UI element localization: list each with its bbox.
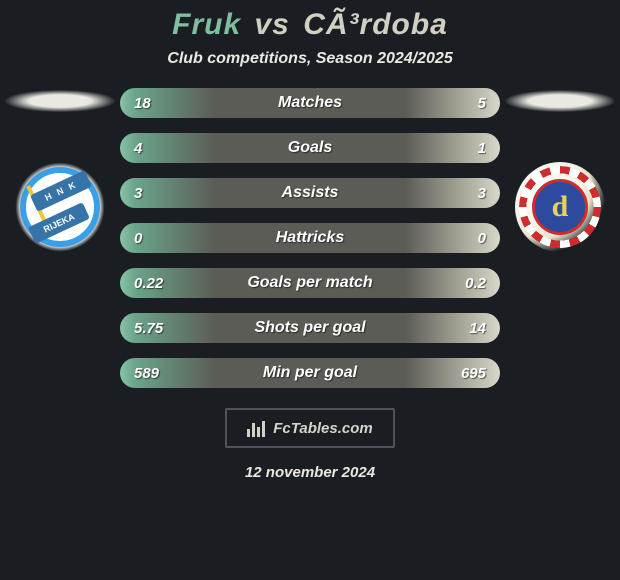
stat-label: Matches bbox=[120, 94, 500, 112]
brand-badge: FcTables.com bbox=[225, 408, 395, 448]
stat-bar: 4 Goals 1 bbox=[120, 133, 500, 163]
stat-bar: 589 Min per goal 695 bbox=[120, 358, 500, 388]
halo-icon bbox=[505, 90, 615, 112]
stat-label: Shots per goal bbox=[120, 319, 500, 337]
stat-bar: 5.75 Shots per goal 14 bbox=[120, 313, 500, 343]
comparison-card: Fruk vs CÃ³rdoba Club competitions, Seas… bbox=[0, 0, 620, 580]
stat-label: Hattricks bbox=[120, 229, 500, 247]
stat-bar: 0 Hattricks 0 bbox=[120, 223, 500, 253]
crest-right-letter: d bbox=[552, 190, 569, 224]
stat-bar: 0.22 Goals per match 0.2 bbox=[120, 268, 500, 298]
stat-bar: 3 Assists 3 bbox=[120, 178, 500, 208]
stat-label: Goals bbox=[120, 139, 500, 157]
halo-icon bbox=[5, 90, 115, 112]
left-side: H N K RIJEKA bbox=[0, 88, 120, 252]
stat-label: Assists bbox=[120, 184, 500, 202]
stat-bar: 18 Matches 5 bbox=[120, 88, 500, 118]
brand-text: FcTables.com bbox=[273, 420, 372, 437]
right-side: d bbox=[500, 88, 620, 252]
title-vs: vs bbox=[254, 8, 289, 41]
team-crest-right: d bbox=[515, 162, 605, 252]
stat-label: Min per goal bbox=[120, 364, 500, 382]
title-player2: CÃ³rdoba bbox=[303, 8, 448, 41]
stat-label: Goals per match bbox=[120, 274, 500, 292]
main-row: H N K RIJEKA 18 Matches 5 4 Goals 1 3 As… bbox=[0, 88, 620, 388]
page-title: Fruk vs CÃ³rdoba bbox=[172, 8, 448, 42]
bars-icon bbox=[247, 419, 265, 437]
date-text: 12 november 2024 bbox=[245, 464, 375, 481]
team-crest-left: H N K RIJEKA bbox=[15, 162, 105, 252]
crest-inner-icon: d bbox=[532, 179, 588, 235]
title-player1: Fruk bbox=[172, 8, 241, 41]
stats-list: 18 Matches 5 4 Goals 1 3 Assists 3 0 Hat… bbox=[120, 88, 500, 388]
subtitle: Club competitions, Season 2024/2025 bbox=[167, 50, 452, 68]
